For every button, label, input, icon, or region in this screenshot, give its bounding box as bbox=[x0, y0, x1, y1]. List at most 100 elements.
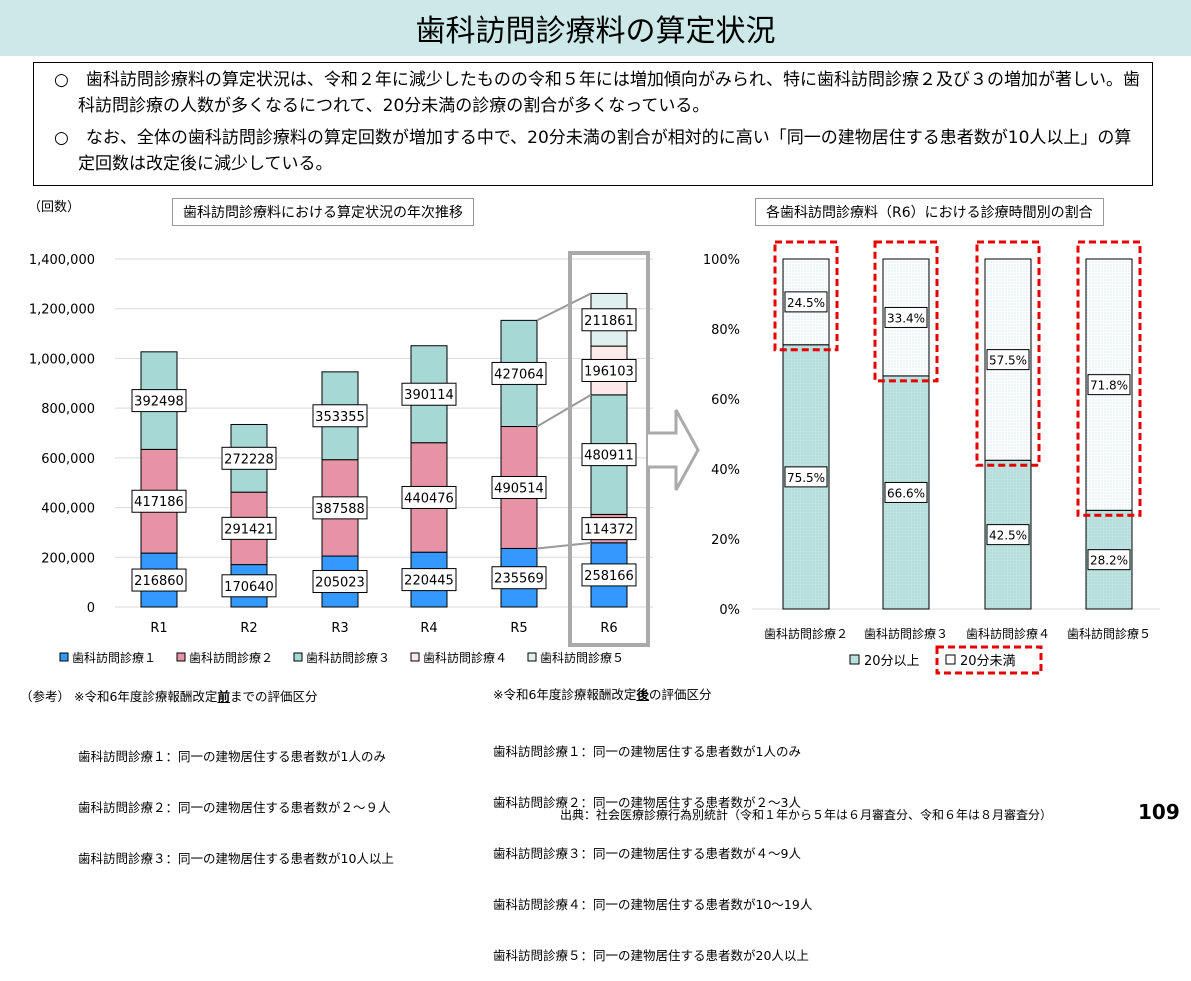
summary-point-1: ○ 歯科訪問診療料の算定状況は、令和２年に減少したものの令和５年には増加傾向がみ… bbox=[54, 70, 1141, 116]
page-title: 歯科訪問診療料の算定状況 bbox=[0, 0, 1191, 56]
y-tick-label: 0 bbox=[87, 601, 95, 616]
data-label-box bbox=[581, 517, 637, 541]
data-label-box bbox=[131, 489, 187, 513]
data-label-box bbox=[221, 446, 277, 470]
data-label: 42.5% bbox=[989, 529, 1027, 543]
notes-after: ※令和6年度診療報酬改定後の評価区分 bbox=[493, 686, 711, 703]
data-label: 28.2% bbox=[1090, 554, 1128, 568]
y-tick-label: 600,000 bbox=[41, 452, 95, 467]
x-tick-label: R1 bbox=[150, 621, 167, 636]
data-label: 490514 bbox=[494, 481, 544, 496]
data-label: 211861 bbox=[584, 314, 634, 329]
data-label: 75.5% bbox=[787, 471, 825, 485]
data-label-box bbox=[581, 443, 637, 467]
data-label: 205023 bbox=[315, 576, 365, 591]
y-tick-label: 80% bbox=[711, 323, 740, 338]
data-label-box bbox=[884, 481, 928, 503]
y-tick-label: 1,200,000 bbox=[29, 303, 95, 318]
legend-swatch bbox=[945, 654, 956, 665]
ref-label: （参考） bbox=[20, 689, 71, 704]
connector-line bbox=[536, 292, 592, 322]
data-label: 417186 bbox=[134, 495, 184, 510]
data-label-box bbox=[884, 306, 928, 328]
notes-before: （参考） ※令和6年度診療報酬改定前までの評価区分 bbox=[20, 688, 317, 705]
legend-swatch bbox=[293, 652, 303, 662]
data-label-box bbox=[784, 466, 828, 488]
data-label: 170640 bbox=[224, 580, 274, 595]
y-tick-label: 100% bbox=[703, 253, 740, 268]
notes-before-list: 歯科訪問診療１：同一の建物居住する患者数が1人のみ 歯科訪問診療２：同一の建物居… bbox=[78, 714, 394, 884]
data-label-box bbox=[581, 358, 637, 382]
y-tick-label: 40% bbox=[711, 463, 740, 478]
note-item: 歯科訪問診療１：同一の建物居住する患者数が1人のみ bbox=[493, 744, 801, 759]
data-label: 71.8% bbox=[1090, 379, 1128, 393]
x-tick-label: R4 bbox=[420, 621, 437, 636]
before-heading-tail: までの評価区分 bbox=[229, 689, 318, 704]
x-tick-label: 歯科訪問診療４ bbox=[966, 626, 1050, 641]
data-label-box bbox=[986, 524, 1030, 546]
note-item: 歯科訪問診療３：同一の建物居住する患者数が10人以上 bbox=[78, 851, 394, 866]
data-label: 353355 bbox=[315, 410, 365, 425]
legend-label: 歯科訪問診療１ bbox=[72, 650, 156, 665]
y-tick-label: 0% bbox=[719, 603, 740, 618]
data-label-box bbox=[401, 485, 457, 509]
legend-label: 20分未満 bbox=[960, 654, 1016, 669]
y-tick-label: 1,000,000 bbox=[29, 352, 95, 367]
data-label: 258166 bbox=[584, 569, 634, 584]
data-label-box bbox=[581, 563, 637, 587]
data-label-box bbox=[312, 496, 368, 520]
page-number: 109 bbox=[1138, 800, 1180, 824]
before-heading-emph: 前 bbox=[217, 689, 230, 704]
data-label-box bbox=[784, 291, 828, 313]
data-label-box bbox=[131, 389, 187, 413]
data-label-box bbox=[221, 516, 277, 540]
data-label-box bbox=[312, 570, 368, 594]
legend-label: 20分以上 bbox=[864, 654, 920, 669]
data-label: 392498 bbox=[134, 395, 184, 410]
notes-after-list: 歯科訪問診療１：同一の建物居住する患者数が1人のみ 歯科訪問診療２：同一の建物居… bbox=[493, 709, 812, 981]
x-tick-label: R2 bbox=[240, 621, 257, 636]
data-label: 272228 bbox=[224, 452, 274, 467]
x-tick-label: 歯科訪問診療５ bbox=[1067, 626, 1151, 641]
after-heading: ※令和6年度診療報酬改定 bbox=[493, 687, 637, 702]
source-note: 出典：社会医療診療行為別統計（令和１年から５年は６月審査分、令和６年は８月審査分… bbox=[560, 808, 1053, 822]
highlight-dashed-box bbox=[1076, 240, 1142, 517]
legend-highlight-box bbox=[935, 645, 1043, 675]
data-label: 440476 bbox=[404, 491, 454, 506]
summary-box: ○ 歯科訪問診療料の算定状況は、令和２年に減少したものの令和５年には増加傾向がみ… bbox=[33, 62, 1153, 186]
note-item: 歯科訪問診療３：同一の建物居住する患者数が４～9人 bbox=[493, 846, 801, 861]
x-tick-label: 歯科訪問診療２ bbox=[764, 626, 848, 641]
legend-swatch bbox=[527, 652, 537, 662]
y-tick-label: 20% bbox=[711, 533, 740, 548]
data-label: 196103 bbox=[584, 364, 634, 379]
data-label: 387588 bbox=[315, 502, 365, 517]
legend-label: 歯科訪問診療２ bbox=[189, 650, 273, 665]
arrow-right-icon bbox=[648, 409, 700, 491]
x-tick-label: R3 bbox=[331, 621, 348, 636]
connector-line bbox=[536, 393, 592, 428]
data-label-box bbox=[131, 568, 187, 592]
data-label-box bbox=[312, 404, 368, 428]
highlight-dashed-box bbox=[773, 240, 839, 352]
data-label: 220445 bbox=[404, 574, 454, 589]
data-label-box bbox=[1087, 549, 1131, 571]
y-tick-label: 200,000 bbox=[41, 551, 95, 566]
data-label: 480911 bbox=[584, 449, 634, 464]
data-label: 291421 bbox=[224, 522, 274, 537]
note-item: 歯科訪問診療２：同一の建物居住する患者数が２～９人 bbox=[78, 800, 391, 815]
after-heading-tail: の評価区分 bbox=[648, 687, 712, 702]
right-chart-title: 各歯科訪問診療料（R6）における診療時間別の割合 bbox=[755, 198, 1104, 226]
data-label: 66.6% bbox=[887, 486, 925, 500]
x-tick-label: R6 bbox=[600, 621, 617, 636]
after-heading-emph: 後 bbox=[636, 687, 649, 702]
legend-label: 歯科訪問診療４ bbox=[423, 650, 507, 665]
data-label: 216860 bbox=[134, 574, 184, 589]
note-item: 歯科訪問診療５：同一の建物居住する患者数が20人以上 bbox=[493, 948, 809, 963]
data-label-box bbox=[1087, 374, 1131, 396]
left-chart-ylabel: （回数） bbox=[28, 200, 81, 215]
data-label-box bbox=[491, 566, 547, 590]
data-label-box bbox=[986, 349, 1030, 371]
legend-swatch bbox=[849, 654, 860, 665]
x-tick-label: 歯科訪問診療３ bbox=[864, 626, 948, 641]
data-label-box bbox=[401, 382, 457, 406]
